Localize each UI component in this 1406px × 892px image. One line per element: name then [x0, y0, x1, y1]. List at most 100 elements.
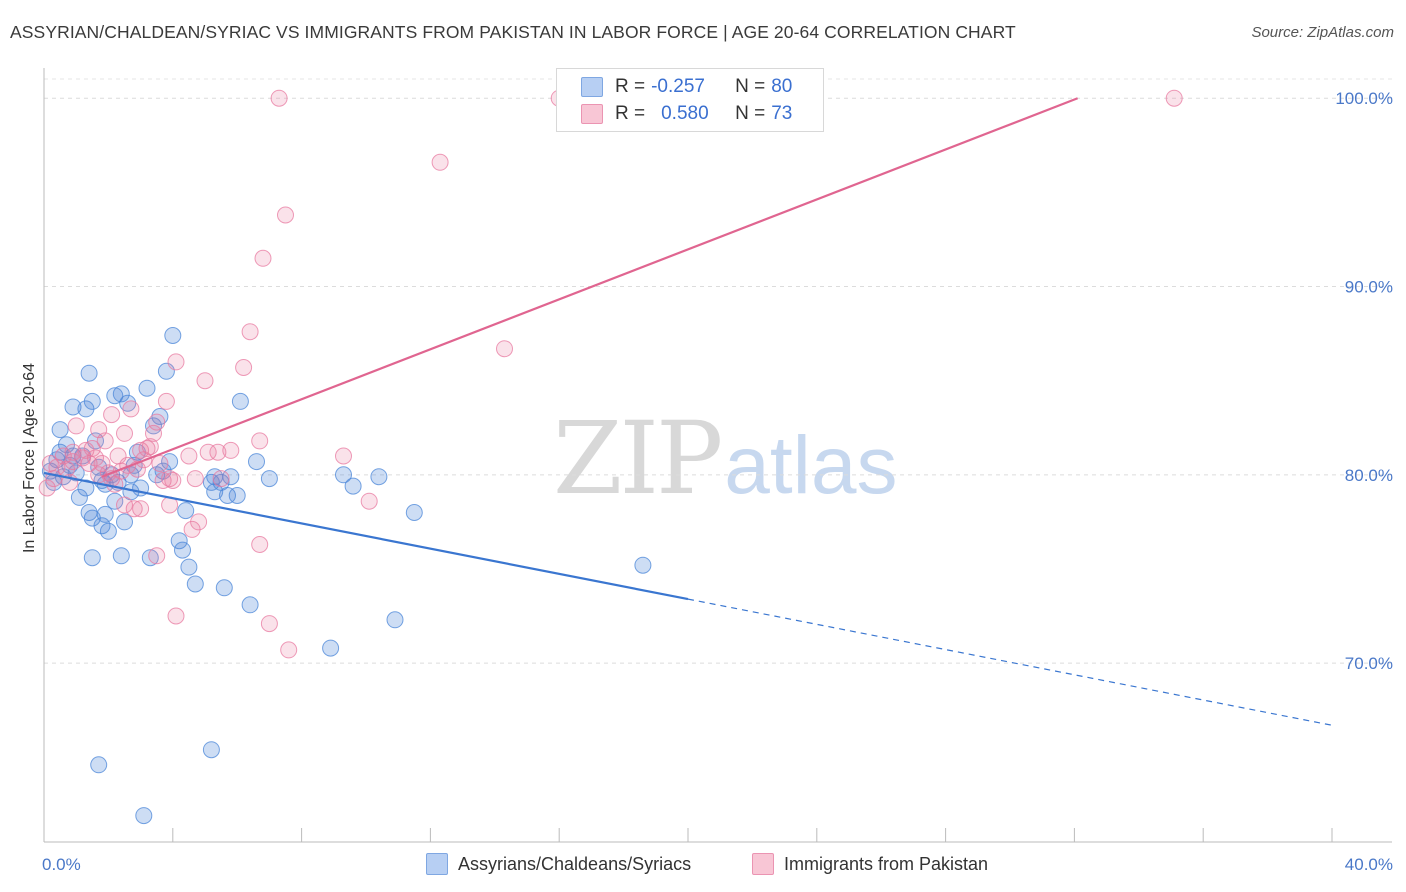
point-pink — [360, 492, 378, 510]
watermark-zip: ZIP — [553, 400, 723, 517]
point-pink — [148, 413, 166, 431]
point-blue — [106, 387, 124, 405]
point-blue — [370, 468, 388, 486]
y-tick-label: 100.0% — [1335, 89, 1393, 108]
point-blue — [138, 379, 156, 397]
point-blue — [106, 492, 124, 510]
point-pink — [235, 359, 253, 376]
legend-row-pink: R = 0.580 N = 73 — [581, 101, 837, 127]
point-pink — [54, 447, 72, 465]
bottom-legend-item-pink: Immigrants from Pakistan — [752, 852, 988, 876]
point-pink — [157, 392, 175, 410]
point-blue — [228, 487, 246, 504]
point-pink — [67, 417, 85, 435]
point-blue — [141, 549, 159, 567]
point-pink — [38, 479, 56, 497]
point-blue — [90, 756, 108, 774]
chart-title: ASSYRIAN/CHALDEAN/SYRIAC VS IMMIGRANTS F… — [10, 22, 1016, 42]
point-blue — [335, 466, 352, 484]
point-blue — [174, 541, 191, 559]
trend-line-blue-extension — [687, 598, 1333, 726]
tick-labels: 70.0% 80.0% 90.0% 100.0% 0.0% 40.0% — [42, 89, 1393, 874]
legend-n-value: 80 — [771, 76, 793, 97]
point-blue — [202, 473, 220, 491]
point-pink — [87, 449, 104, 467]
legend-r-label: R = — [615, 103, 646, 124]
point-pink — [122, 400, 140, 418]
point-pink — [132, 441, 150, 459]
point-pink — [93, 455, 111, 472]
point-blue — [119, 394, 137, 412]
trend-line-blue — [43, 471, 689, 601]
point-pink — [148, 547, 166, 565]
point-pink — [260, 615, 278, 633]
point-blue — [344, 477, 362, 495]
point-blue — [260, 470, 278, 488]
point-blue — [634, 556, 652, 574]
point-blue — [51, 421, 69, 439]
point-blue — [186, 575, 204, 593]
point-blue — [80, 364, 98, 382]
point-blue — [177, 502, 195, 520]
point-pink — [141, 438, 159, 456]
bottom-legend-label-pink: Immigrants from Pakistan — [784, 853, 989, 874]
point-blue — [64, 398, 82, 416]
watermark: ZIPatlas — [553, 400, 898, 517]
point-blue — [215, 579, 233, 597]
point-pink — [222, 441, 240, 459]
point-pink — [190, 513, 208, 531]
point-pink — [164, 472, 182, 489]
point-pink — [1165, 89, 1183, 107]
point-blue — [112, 385, 130, 403]
point-blue — [122, 466, 140, 484]
point-blue — [231, 392, 249, 410]
point-pink — [125, 500, 143, 518]
point-blue — [219, 487, 236, 504]
point-pink — [277, 206, 294, 224]
point-blue — [77, 479, 95, 497]
point-pink — [209, 443, 227, 461]
legend: R = -0.257 N = 80 R = 0.580 N = 73 — [556, 68, 824, 132]
point-blue — [405, 504, 423, 521]
data-points — [38, 89, 1183, 825]
point-pink — [167, 353, 185, 371]
point-blue — [99, 522, 117, 540]
legend-r-value: 0.580 — [661, 103, 709, 124]
point-pink — [431, 153, 449, 171]
legend-n-value: 73 — [771, 103, 793, 124]
point-pink — [103, 406, 121, 424]
point-blue — [202, 741, 220, 759]
legend-r-label: R = — [615, 76, 646, 97]
x-tick-label: 40.0% — [1345, 855, 1393, 874]
legend-swatch-blue — [581, 77, 603, 97]
point-pink — [161, 470, 179, 488]
point-pink — [241, 323, 259, 341]
point-pink — [196, 372, 214, 390]
point-pink — [212, 470, 230, 488]
point-pink — [64, 443, 82, 461]
legend-n-label: N = — [735, 76, 766, 97]
point-pink — [335, 447, 352, 465]
point-pink — [180, 447, 198, 465]
point-pink — [270, 89, 288, 107]
point-pink — [251, 432, 269, 450]
point-pink — [254, 249, 272, 267]
point-blue — [67, 464, 85, 482]
point-blue — [83, 392, 101, 410]
bottom-legend-label-blue: Assyrians/Chaldeans/Syriacs — [458, 853, 692, 874]
point-blue — [386, 611, 404, 629]
point-pink — [251, 536, 269, 553]
point-pink — [151, 455, 169, 472]
point-blue — [70, 488, 88, 506]
point-pink — [83, 440, 101, 457]
point-pink — [116, 496, 133, 514]
y-tick-label: 70.0% — [1345, 654, 1393, 673]
point-blue — [135, 807, 153, 825]
bottom-legend-swatch-pink — [752, 853, 774, 875]
point-pink — [186, 470, 204, 488]
point-blue — [151, 408, 169, 425]
x-tick-label: 0.0% — [42, 855, 81, 874]
point-blue — [93, 517, 111, 535]
point-blue — [248, 453, 265, 471]
